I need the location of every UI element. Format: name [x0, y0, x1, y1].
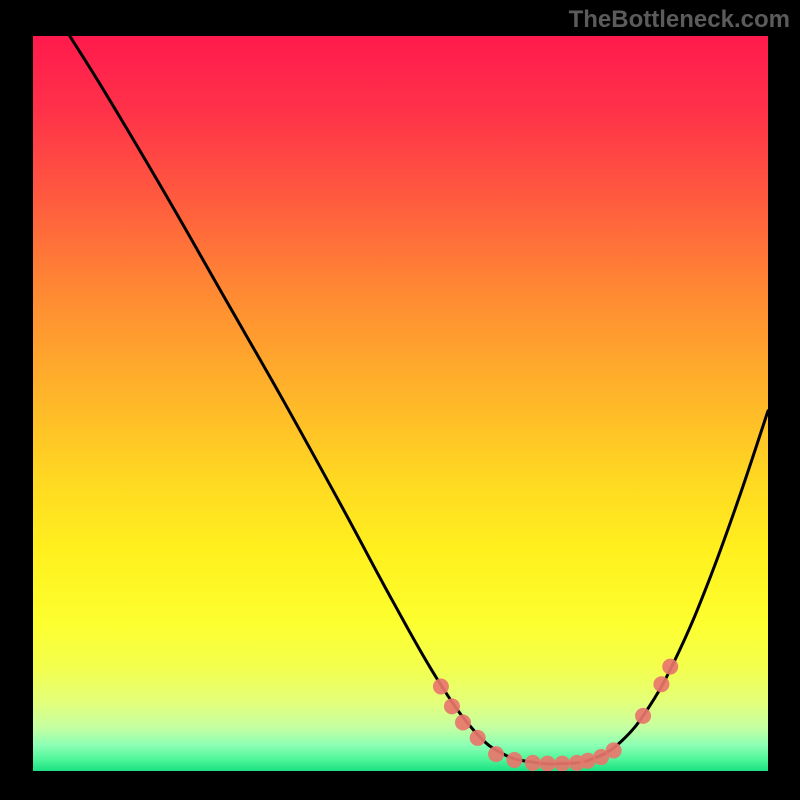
curve-marker [506, 752, 522, 768]
plot-area [33, 36, 768, 771]
chart-svg [33, 36, 768, 771]
curve-marker [554, 756, 570, 771]
curve-marker [525, 755, 541, 771]
curve-marker [653, 676, 669, 692]
curve-marker [606, 742, 622, 758]
curve-marker [488, 746, 504, 762]
watermark-text: TheBottleneck.com [569, 6, 790, 34]
curve-marker [444, 698, 460, 714]
curve-marker [455, 714, 471, 730]
curve-marker [635, 708, 651, 724]
curve-marker [662, 659, 678, 675]
gradient-background [33, 36, 768, 771]
curve-marker [433, 678, 449, 694]
curve-marker [540, 756, 556, 771]
curve-marker [470, 730, 486, 746]
